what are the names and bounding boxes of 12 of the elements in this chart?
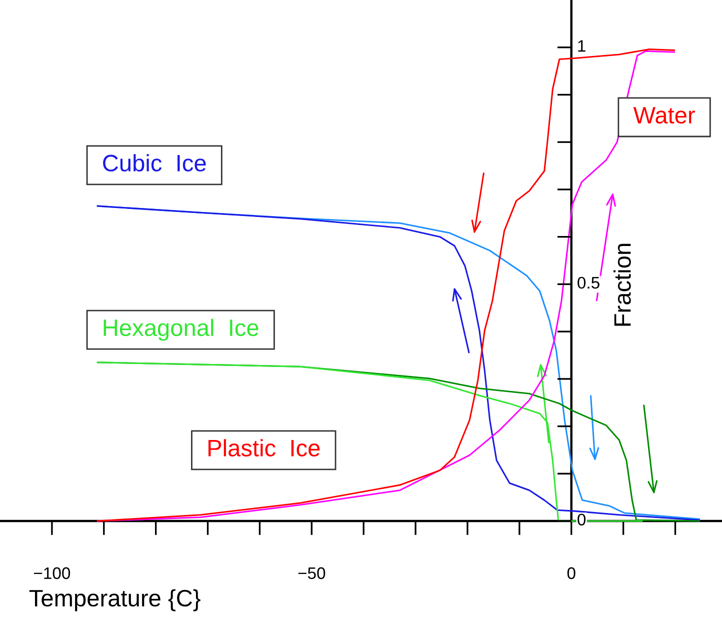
y-tick-label: 0.5 — [578, 276, 600, 289]
y-tick-label: 0 — [578, 514, 586, 526]
y-tick-label: 1 — [578, 40, 586, 52]
annotation: Cubic Ice — [103, 154, 206, 172]
annotation: Plastic Ice — [208, 439, 320, 456]
annotation: Water — [633, 107, 695, 124]
x-axis-title: Temperature {C} — [29, 589, 200, 612]
x-tick-label: 0 — [567, 567, 576, 580]
x-tick-label: −50 — [298, 567, 326, 580]
annotation: Hexagonal Ice — [104, 318, 258, 341]
x-tick-label: −100 — [34, 567, 70, 580]
y-axis-title: Fraction — [614, 244, 631, 326]
